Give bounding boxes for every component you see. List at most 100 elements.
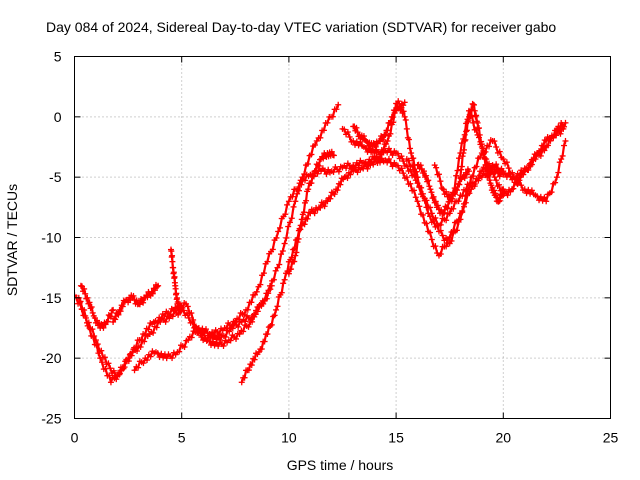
data-point: [272, 267, 279, 274]
data-point: [431, 199, 438, 206]
data-point: [293, 249, 300, 256]
data-point: [402, 116, 409, 123]
data-point: [284, 201, 291, 208]
data-point: [443, 204, 450, 211]
data-point: [401, 99, 408, 106]
data-point: [423, 172, 430, 179]
data-point: [425, 210, 432, 217]
data-point: [138, 336, 145, 343]
data-point: [561, 142, 568, 149]
data-point: [467, 112, 474, 119]
data-point: [438, 206, 445, 213]
data-point: [458, 163, 465, 170]
satellite-track-14: [77, 282, 117, 331]
data-point: [400, 108, 407, 115]
data-point: [111, 315, 118, 322]
data-point: [301, 171, 308, 178]
data-point: [95, 350, 102, 357]
data-point: [498, 193, 505, 200]
data-point: [377, 138, 384, 145]
data-point: [188, 334, 195, 341]
data-point: [503, 159, 510, 166]
data-point: [115, 311, 122, 318]
data-point: [245, 367, 252, 374]
data-point: [276, 224, 283, 231]
data-point: [136, 301, 143, 308]
data-point: [113, 376, 120, 383]
data-point: [229, 325, 236, 332]
data-point: [258, 345, 265, 352]
data-point: [383, 140, 390, 147]
data-point: [335, 168, 342, 175]
data-point: [276, 261, 283, 268]
data-point: [312, 167, 319, 174]
data-point: [462, 192, 469, 199]
data-point: [403, 162, 410, 169]
data-point: [245, 323, 252, 330]
data-point: [547, 137, 554, 144]
data-point: [147, 353, 154, 360]
data-point: [253, 288, 260, 295]
data-point: [190, 316, 197, 323]
data-point: [558, 156, 565, 163]
satellite-track-3: [131, 101, 342, 374]
data-point: [473, 112, 480, 119]
data-point: [107, 379, 114, 386]
data-point: [233, 335, 240, 342]
data-point: [480, 151, 487, 158]
data-point: [372, 143, 379, 150]
data-point: [104, 318, 111, 325]
data-point: [168, 248, 175, 255]
data-point: [407, 145, 414, 152]
data-point: [314, 162, 321, 169]
satellite-track-9: [350, 98, 421, 181]
data-point: [437, 178, 444, 185]
data-point: [102, 365, 109, 372]
satellite-track-6: [403, 137, 569, 247]
data-point: [87, 305, 94, 312]
data-point: [330, 152, 337, 159]
data-point: [344, 175, 351, 182]
data-point: [448, 195, 455, 202]
data-point: [135, 364, 142, 371]
data-point: [457, 216, 464, 223]
data-point: [389, 152, 396, 159]
data-point: [242, 318, 249, 325]
data-point: [294, 239, 301, 246]
data-point: [185, 337, 192, 344]
data-point: [297, 177, 304, 184]
data-point: [476, 125, 483, 132]
data-point: [552, 179, 559, 186]
data-point: [493, 177, 500, 184]
data-point: [271, 312, 278, 319]
data-point: [443, 243, 450, 250]
data-point: [413, 168, 420, 175]
data-point: [77, 298, 84, 305]
x-tick-label: 15: [388, 430, 404, 446]
data-point: [385, 145, 392, 152]
data-point: [553, 174, 560, 181]
data-point: [315, 162, 322, 169]
data-point: [274, 303, 281, 310]
data-point: [403, 174, 410, 181]
data-point: [470, 101, 477, 108]
data-point: [285, 223, 292, 230]
data-point: [559, 152, 566, 159]
data-point: [548, 189, 555, 196]
data-point: [308, 180, 315, 187]
data-point: [346, 133, 353, 140]
data-point: [129, 349, 136, 356]
data-point: [105, 360, 112, 367]
data-point: [99, 359, 106, 366]
data-point: [161, 312, 168, 319]
data-point: [240, 328, 247, 335]
data-point: [387, 119, 394, 126]
data-point: [434, 222, 441, 229]
data-point: [492, 190, 499, 197]
data-point: [428, 236, 435, 243]
data-point: [292, 252, 299, 259]
y-tick-label: -5: [49, 169, 62, 185]
data-point: [518, 182, 525, 189]
data-point: [471, 181, 478, 188]
